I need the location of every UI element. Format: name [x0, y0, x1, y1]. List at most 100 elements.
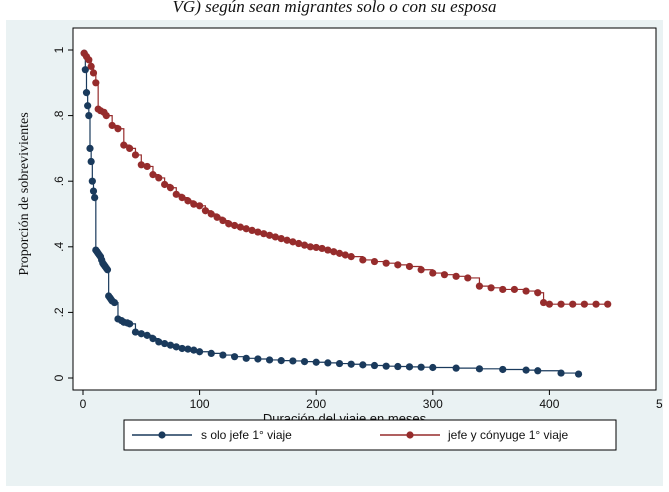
series-1-point: [254, 355, 262, 363]
series-2-point: [394, 261, 402, 269]
series-1-point: [207, 349, 215, 357]
series-1-point: [359, 361, 367, 369]
y-tick-label: .4: [52, 241, 66, 251]
series-1-point: [230, 353, 239, 361]
legend-label-1: s olo jefe 1° viaje: [201, 428, 292, 442]
series-2-point: [487, 284, 495, 292]
series-2-point: [196, 202, 204, 210]
series-1-point: [499, 365, 507, 374]
series-1-point: [149, 335, 157, 343]
series-1-point: [166, 341, 175, 349]
series-2-point: [236, 223, 245, 231]
series-2-point: [499, 285, 507, 294]
series-2-point: [312, 243, 320, 252]
series-2-point: [370, 257, 379, 266]
caption-text: VG) según sean migrantes solo o con su e…: [172, 0, 497, 16]
series-1-point: [335, 359, 344, 368]
series-2-point: [545, 300, 554, 308]
series-2-point: [335, 249, 344, 257]
series-2-point: [306, 243, 314, 251]
series-1-point: [405, 363, 414, 371]
series-1-point: [178, 344, 186, 353]
series-2-point: [102, 112, 110, 120]
series-2-point: [569, 300, 577, 308]
series-1-point: [86, 144, 94, 152]
series-2-point: [172, 190, 180, 198]
legend-label-2: jefe y cónyuge 1° viaje: [447, 428, 569, 442]
legend-key-marker-1: [158, 431, 166, 439]
series-1-point: [394, 362, 402, 371]
legend-box: [123, 419, 617, 451]
series-2-point: [201, 207, 210, 215]
series-1-point: [155, 338, 163, 346]
y-axis-title: Proporción de sobrevivientes: [17, 112, 32, 275]
series-2-point: [184, 197, 192, 205]
series-2-point: [137, 161, 145, 169]
series-1-point: [161, 339, 169, 348]
series-1-point: [382, 362, 390, 370]
series-2-point: [248, 226, 256, 234]
series-1-point: [87, 157, 95, 166]
x-tick-label: 300: [423, 397, 443, 411]
series-1-point: [312, 358, 320, 366]
series-1-point: [265, 356, 274, 364]
series-1-point: [81, 66, 89, 74]
y-tick-label: .6: [52, 176, 66, 186]
series-2-point: [89, 69, 98, 77]
series-2-point: [539, 298, 548, 307]
series-1-point: [219, 351, 227, 359]
series-2-point: [225, 220, 233, 228]
series-1-point: [172, 343, 180, 351]
series-2-point: [522, 287, 530, 295]
series-2-point: [131, 151, 140, 159]
series-2-point: [289, 238, 297, 246]
series-2-point: [260, 230, 268, 238]
series-1-point: [91, 194, 99, 202]
series-2-point: [219, 216, 227, 225]
series-2-point: [87, 62, 95, 70]
series-1-point: [143, 331, 151, 339]
series-2-point: [330, 248, 338, 256]
series-2-point: [190, 200, 198, 208]
legend-key-marker-2: [406, 431, 414, 439]
series-2-point: [604, 300, 612, 308]
series-2-point: [475, 282, 484, 290]
series-2-point: [143, 162, 151, 171]
series-1-point: [184, 345, 192, 353]
series-2-point: [277, 235, 285, 243]
series-1-point: [196, 348, 204, 356]
series-1-point: [131, 328, 140, 336]
series-2-point: [359, 256, 367, 264]
series-2-point: [149, 171, 157, 179]
series-2-point: [120, 141, 128, 149]
x-tick-label: 500: [656, 397, 663, 411]
series-2-point: [265, 231, 274, 239]
series-1-point: [277, 357, 285, 365]
series-2-point: [318, 244, 326, 253]
y-tick-label: 1: [52, 46, 66, 53]
series-1-point: [429, 363, 437, 372]
series-1-point: [289, 357, 297, 365]
series-1-point: [300, 358, 309, 366]
series-2-point: [271, 233, 279, 241]
series-2-point: [405, 262, 414, 271]
series-2-point: [510, 285, 519, 294]
series-2-point: [242, 225, 250, 233]
x-tick-label: 0: [80, 397, 87, 411]
series-2-point: [230, 221, 239, 230]
series-1-point: [522, 366, 530, 374]
x-tick-label: 200: [306, 397, 326, 411]
plot-area: [72, 27, 657, 391]
x-tick-label: 400: [539, 397, 559, 411]
y-tick-label: .2: [52, 307, 66, 317]
series-2-point: [114, 125, 122, 133]
series-2-point: [347, 253, 355, 261]
series-2-point: [161, 180, 169, 189]
series-1-point: [417, 363, 425, 371]
series-2-point: [108, 121, 116, 130]
series-2-point: [126, 144, 134, 152]
series-2-point: [324, 246, 332, 254]
